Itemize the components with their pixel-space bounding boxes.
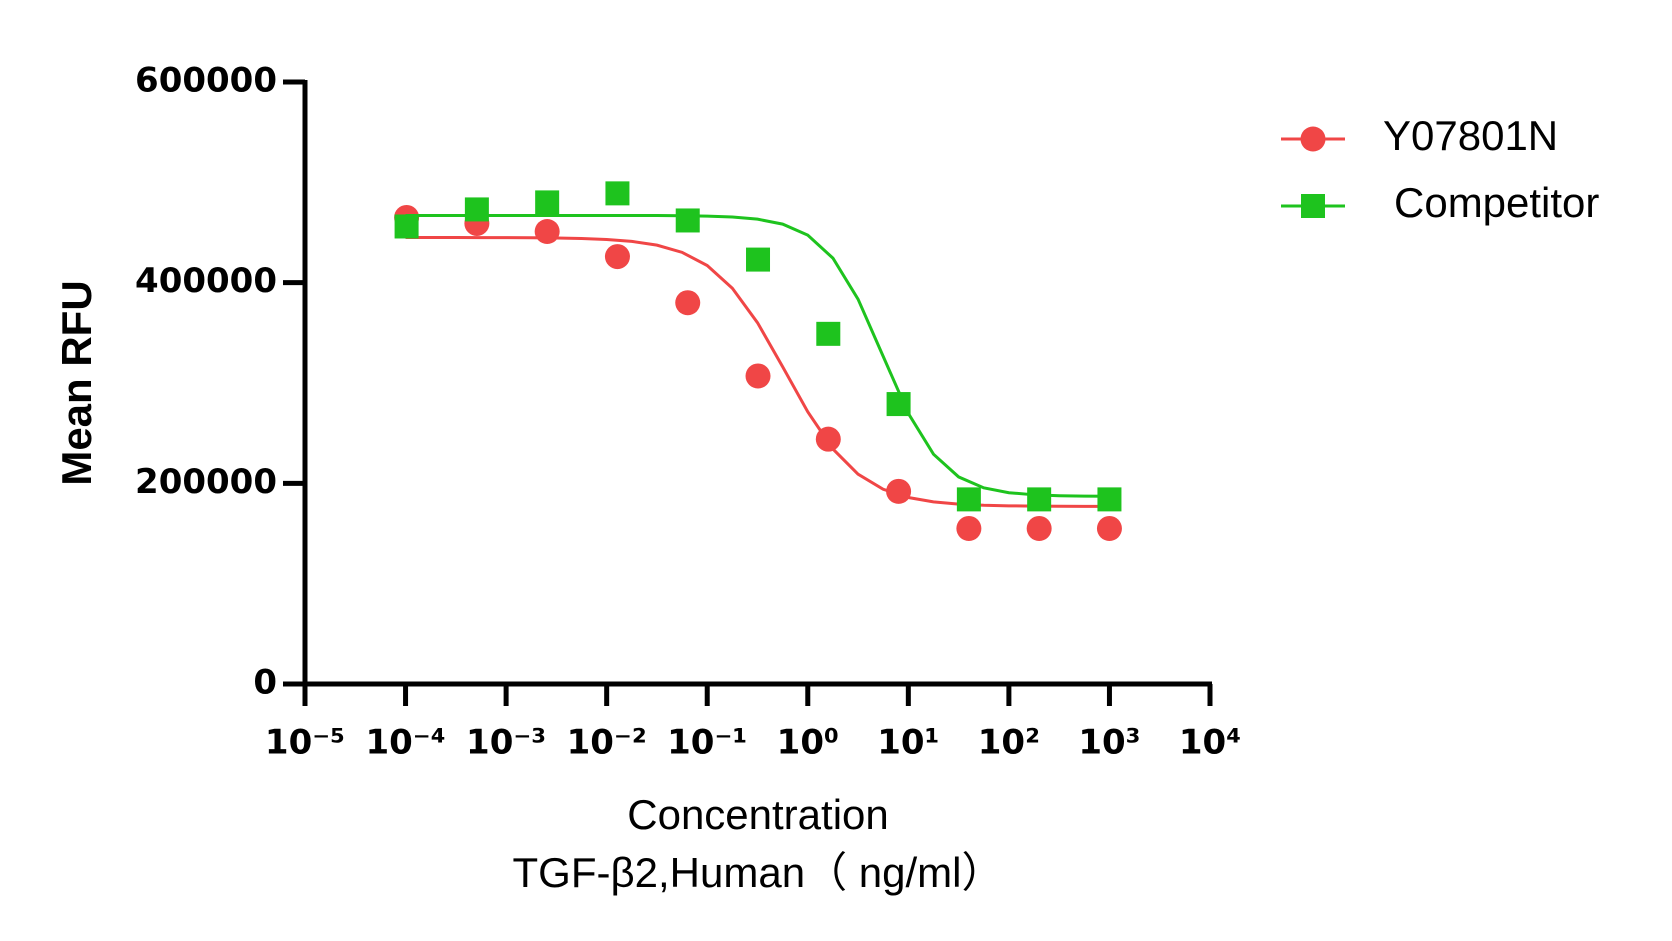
x-tick-label: 10⁻²: [567, 723, 647, 763]
x-axis-title: Concentration: [627, 791, 889, 838]
fit-curve: [405, 236, 1110, 508]
x-tick-label: 10⁻⁴: [365, 723, 445, 763]
y-axis-title: Mean RFU: [53, 280, 100, 485]
data-point: [464, 197, 489, 222]
data-point: [956, 487, 981, 512]
data-point: [1026, 515, 1052, 541]
x-tick-label: 10²: [978, 723, 1040, 763]
y-tick-label: 400000: [135, 261, 277, 301]
x-tick-label: 10⁻³: [466, 723, 546, 763]
data-point: [675, 208, 700, 233]
x-tick-label: 10³: [1078, 723, 1140, 763]
fit-curve: [405, 213, 1110, 498]
x-tick-label: 10⁻¹: [667, 723, 747, 763]
legend-label: Y07801N: [1383, 112, 1558, 159]
x-tick-label: 10⁻⁵: [265, 723, 345, 763]
y-tick-label: 0: [253, 663, 277, 703]
data-point: [816, 321, 841, 346]
x-tick-label: 10¹: [877, 723, 939, 763]
data-point: [886, 392, 911, 417]
data-point: [815, 426, 841, 452]
data-point: [745, 363, 771, 389]
y-tick-label: 600000: [135, 61, 277, 101]
data-point: [394, 214, 419, 239]
data-point: [1027, 487, 1052, 512]
data-point: [675, 290, 701, 316]
data-point: [605, 181, 630, 206]
x-axis-subtitle: TGF-β2,Human（ ng/ml）: [513, 849, 1004, 896]
x-tick-label: 10⁰: [777, 723, 839, 763]
data-point: [1096, 515, 1122, 541]
data-point: [604, 244, 630, 270]
data-point: [535, 190, 560, 215]
x-tick-label: 10⁴: [1179, 723, 1241, 763]
data-point: [886, 478, 912, 504]
data-point: [534, 218, 560, 244]
legend-label: Competitor: [1394, 179, 1599, 226]
legend-marker: [1300, 126, 1326, 152]
y-tick-label: 200000: [135, 462, 277, 502]
legend-marker: [1301, 194, 1325, 218]
data-point: [956, 515, 982, 541]
data-point: [1097, 487, 1122, 512]
data-point: [746, 247, 771, 272]
